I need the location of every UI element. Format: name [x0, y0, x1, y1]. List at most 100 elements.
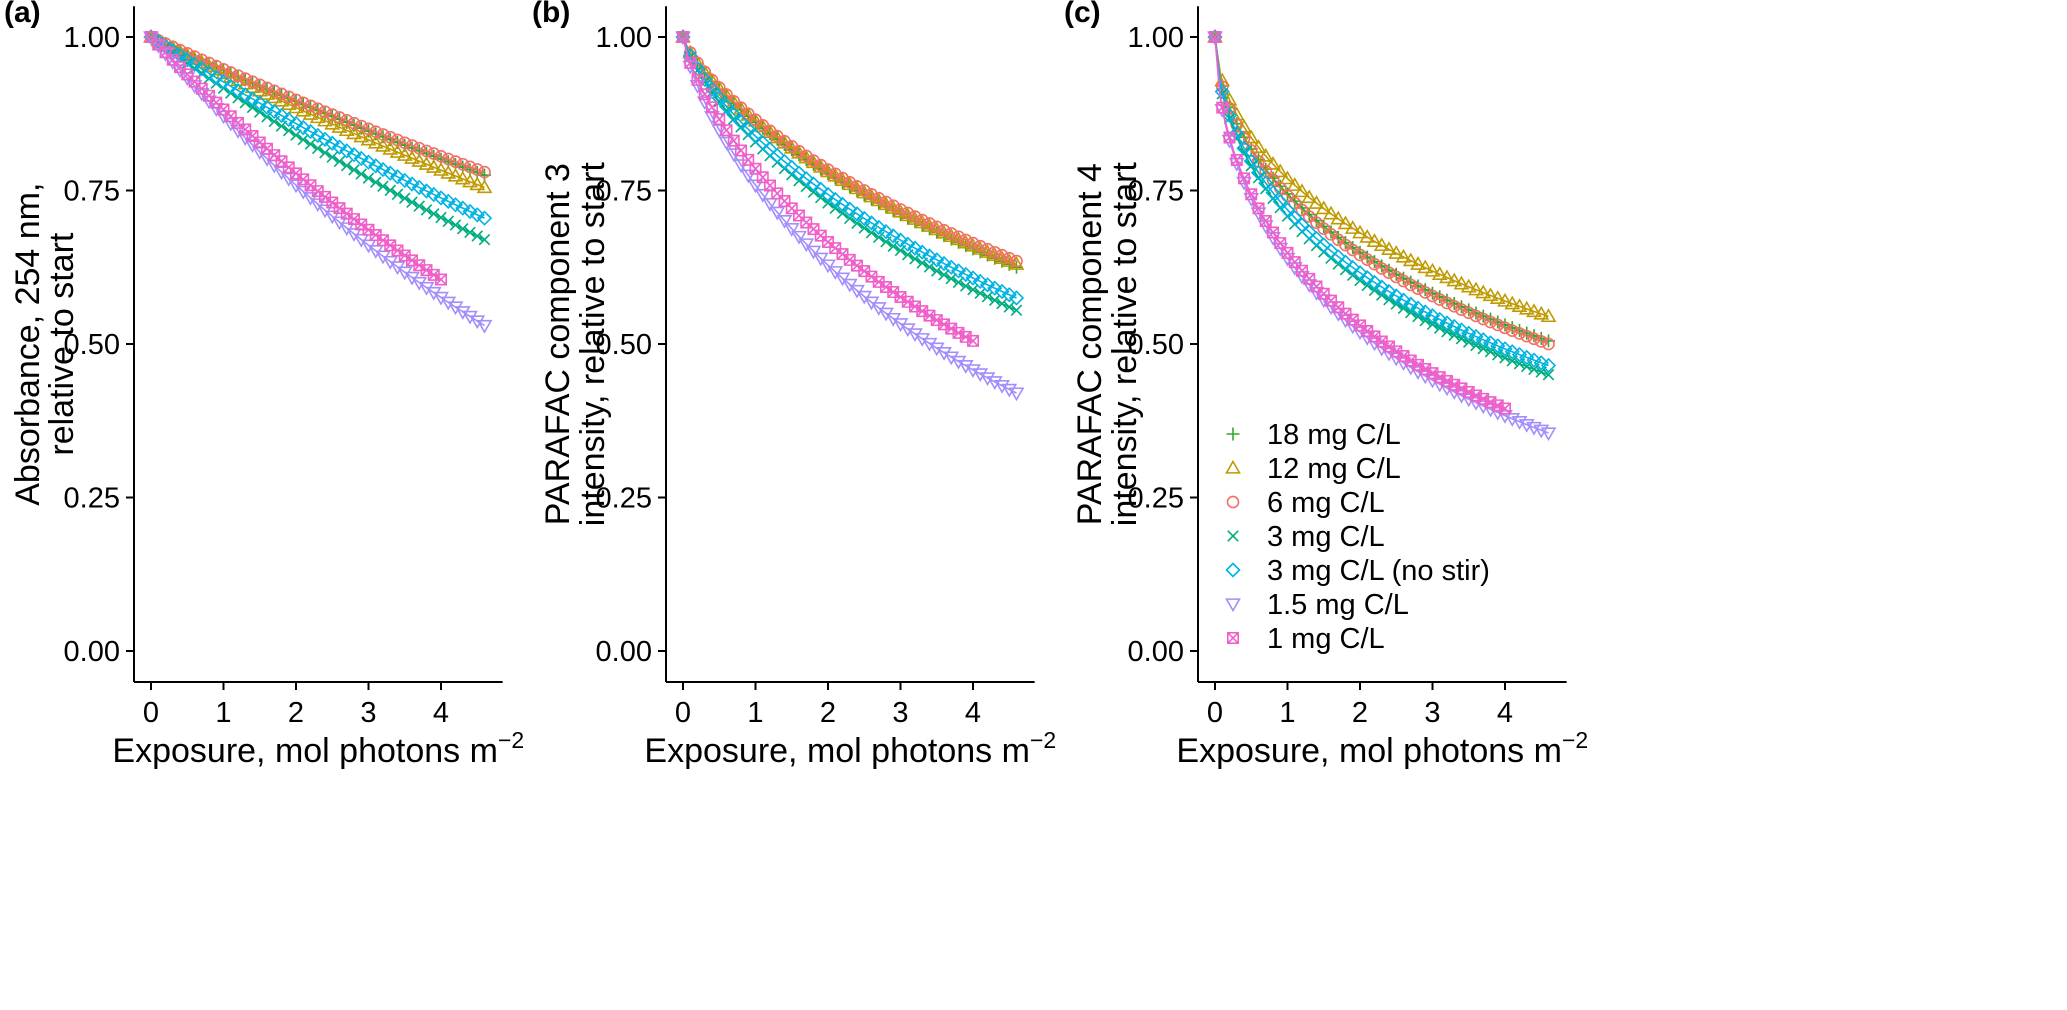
data-point [820, 259, 836, 274]
data-point [179, 52, 195, 68]
data-point [449, 155, 462, 168]
x-axis-title: Exposure, mol photons m−2 [112, 727, 524, 770]
data-point [1375, 289, 1388, 301]
data-point [382, 165, 398, 181]
data-point [950, 355, 967, 370]
data-point [959, 280, 972, 292]
data-point [1431, 266, 1448, 280]
data-point [208, 103, 225, 117]
data-point [273, 107, 290, 124]
data-point [237, 87, 253, 103]
data-point [1404, 278, 1418, 292]
data-point [967, 334, 979, 347]
data-point [340, 113, 354, 127]
data-point [843, 212, 856, 225]
x-tick-label: 1 [747, 697, 763, 729]
data-point [944, 227, 958, 240]
data-point [375, 137, 391, 152]
data-point [1315, 200, 1332, 215]
data-point [1453, 322, 1470, 338]
data-point [447, 197, 464, 213]
data-point [354, 119, 368, 133]
data-point [454, 306, 471, 320]
y-tick-label: 0.00 [64, 636, 120, 668]
data-point [413, 259, 426, 272]
x-tick-label: 3 [1424, 697, 1440, 729]
data-point [1505, 324, 1519, 337]
data-point [865, 188, 878, 201]
data-point [805, 176, 822, 192]
data-point [1010, 254, 1023, 268]
legend-marker [1227, 530, 1239, 542]
data-point [1008, 290, 1025, 306]
data-point [325, 108, 339, 121]
data-point [346, 147, 362, 163]
data-point [398, 192, 411, 205]
data-point [754, 188, 771, 203]
data-point [282, 161, 295, 174]
data-point [1527, 332, 1541, 346]
legend-marker [1225, 459, 1241, 474]
series-3-mg-c-l-no-stir- [1207, 29, 1557, 374]
data-point [309, 109, 326, 124]
data-point [1008, 256, 1025, 270]
data-point [974, 287, 987, 299]
data-point [1511, 298, 1528, 312]
y-axis-title-line: PARAFAC component 3 [539, 163, 577, 525]
data-point [1490, 338, 1506, 354]
x-axis-title-superscript: −2 [1562, 727, 1588, 753]
data-point [1533, 305, 1550, 320]
data-point [404, 176, 420, 192]
data-point [698, 88, 711, 101]
data-point [791, 230, 807, 245]
data-point [930, 265, 943, 277]
y-axis-title-line: intensity, relative to start [574, 162, 612, 527]
data-point [186, 56, 203, 72]
data-point [1295, 203, 1309, 217]
data-point [1511, 346, 1528, 363]
data-point [996, 297, 1008, 310]
data-point [304, 99, 317, 113]
data-point [798, 238, 815, 253]
data-point [1294, 217, 1310, 233]
data-point [476, 210, 493, 226]
data-point [930, 220, 944, 234]
data-point [677, 31, 689, 43]
data-point [1383, 293, 1395, 306]
data-point [1542, 368, 1555, 381]
data-point [1397, 302, 1410, 315]
data-point [413, 200, 426, 212]
data-point [914, 333, 931, 347]
series-3-mg-c-l-no-stir- [675, 29, 1025, 306]
data-point [863, 215, 880, 231]
x-tick-label: 3 [892, 697, 908, 729]
data-point [420, 204, 433, 216]
data-point [1373, 237, 1390, 252]
data-point [995, 248, 1009, 262]
data-point [957, 360, 974, 374]
panel-label: (c) [1064, 0, 1101, 29]
data-point [952, 276, 965, 289]
x-tick-label: 4 [965, 697, 981, 729]
data-point [1381, 283, 1397, 300]
data-point [260, 81, 274, 95]
data-point [1497, 409, 1513, 424]
data-point [1402, 252, 1419, 267]
data-point [1404, 306, 1417, 319]
legend: 18 mg C/L12 mg C/L6 mg C/L3 mg C/L3 mg C… [1225, 419, 1490, 655]
data-point [921, 337, 938, 352]
data-point [435, 211, 447, 224]
data-point [420, 144, 433, 158]
data-point [478, 233, 491, 246]
data-point [1366, 233, 1383, 247]
data-point [972, 273, 988, 290]
data-point [462, 173, 478, 188]
data-point [230, 82, 246, 99]
data-point [427, 268, 440, 281]
y-tick-label: 0.75 [64, 176, 120, 208]
data-point [383, 130, 397, 144]
data-point [1323, 243, 1339, 259]
data-point [872, 191, 886, 205]
y-tick-label: 0.00 [1128, 636, 1184, 668]
